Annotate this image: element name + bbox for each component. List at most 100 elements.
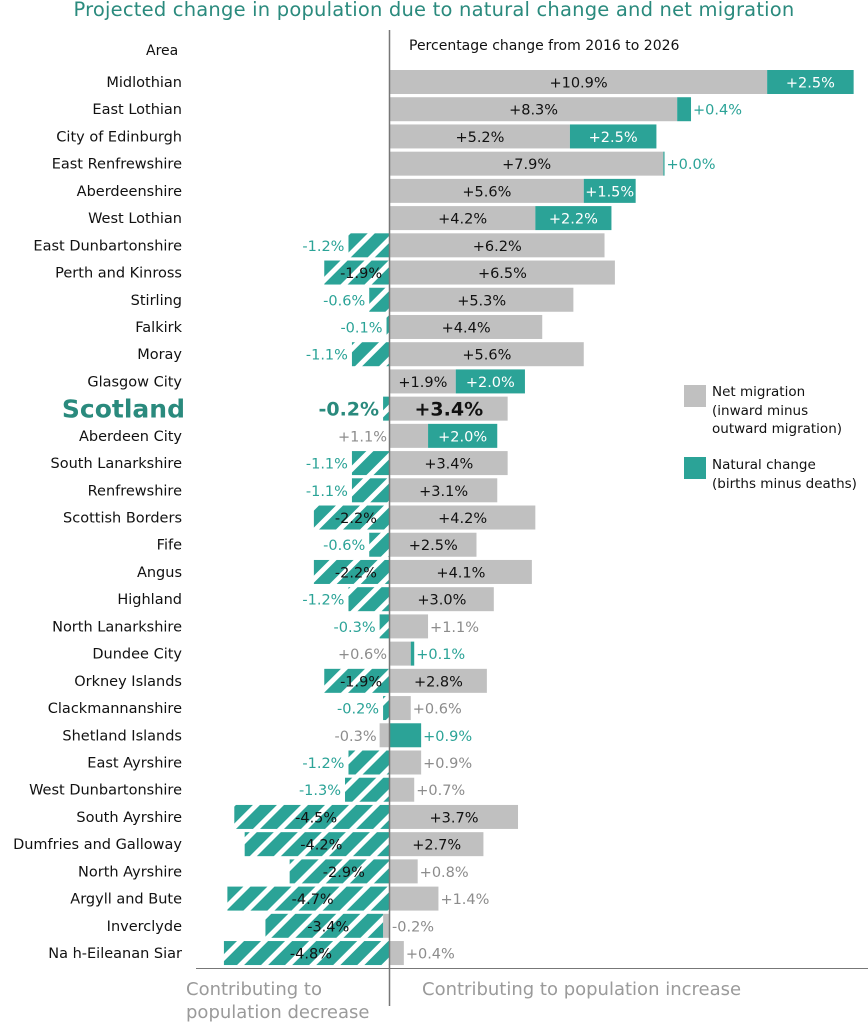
migration-bar bbox=[390, 233, 605, 258]
natural-change-bar bbox=[428, 423, 498, 448]
natural-change-bar bbox=[234, 804, 390, 829]
legend-natural: Natural change (births minus deaths) bbox=[712, 456, 857, 493]
natural-change-label: -1.1% bbox=[306, 484, 348, 500]
migration-label: +3.0% bbox=[417, 593, 466, 609]
migration-label: +0.9% bbox=[423, 756, 472, 772]
migration-bar bbox=[390, 396, 508, 421]
migration-bar bbox=[390, 314, 543, 339]
migration-label: +8.3% bbox=[509, 103, 558, 119]
area-label: East Renfrewshire bbox=[52, 157, 182, 173]
natural-change-label: +0.1% bbox=[416, 647, 465, 663]
natural-change-bar bbox=[348, 750, 390, 775]
migration-bar bbox=[390, 287, 574, 312]
area-label: Na h-Eileanan Siar bbox=[48, 946, 182, 962]
natural-change-bar bbox=[410, 641, 415, 666]
natural-change-bar bbox=[383, 696, 390, 721]
natural-change-label: +0.0% bbox=[667, 157, 716, 173]
natural-change-label: -4.8% bbox=[290, 947, 332, 963]
migration-bar bbox=[390, 206, 536, 231]
migration-label: +7.9% bbox=[502, 157, 551, 173]
natural-change-label: -0.2% bbox=[318, 399, 379, 421]
migration-bar bbox=[390, 668, 487, 693]
natural-change-label: -4.5% bbox=[295, 810, 337, 826]
natural-change-bar bbox=[535, 206, 612, 231]
migration-bar bbox=[390, 832, 484, 857]
area-label: Fife bbox=[157, 538, 182, 554]
area-label: Midlothian bbox=[106, 75, 182, 91]
area-label: Argyll and Bute bbox=[70, 892, 182, 908]
area-label: Aberdeen City bbox=[79, 429, 182, 445]
natural-change-label: +2.5% bbox=[786, 76, 835, 92]
migration-label: -0.2% bbox=[392, 919, 434, 935]
legend-swatch-migration bbox=[684, 385, 706, 407]
bottom-label-increase: Contributing to population increase bbox=[422, 979, 742, 1000]
legend-label: Natural change bbox=[712, 457, 816, 473]
area-label: Stirling bbox=[131, 293, 182, 309]
migration-label: +0.7% bbox=[416, 783, 465, 799]
migration-label: +1.4% bbox=[440, 892, 489, 908]
migration-bar bbox=[390, 260, 615, 285]
legend-label: (births minus deaths) bbox=[712, 475, 857, 492]
area-label: Orkney Islands bbox=[74, 674, 182, 690]
migration-bar bbox=[383, 913, 390, 938]
natural-change-bar bbox=[244, 832, 390, 857]
natural-change-bar bbox=[677, 97, 692, 122]
natural-change-bar bbox=[265, 913, 384, 938]
natural-change-label: -4.2% bbox=[300, 838, 342, 854]
natural-change-label: -1.2% bbox=[302, 593, 344, 609]
migration-label: +6.5% bbox=[478, 266, 527, 282]
migration-bar bbox=[390, 941, 404, 966]
natural-change-label: -1.2% bbox=[302, 756, 344, 772]
natural-change-bar bbox=[345, 777, 390, 802]
migration-label: +1.1% bbox=[338, 429, 387, 445]
area-label: Renfrewshire bbox=[88, 483, 182, 499]
migration-bar bbox=[390, 124, 570, 149]
natural-change-label: +0.4% bbox=[693, 103, 742, 119]
migration-label: +5.2% bbox=[455, 130, 504, 146]
migration-label: +1.9% bbox=[398, 375, 447, 391]
migration-bar bbox=[390, 505, 536, 530]
natural-change-bar bbox=[767, 70, 854, 94]
natural-change-label: -4.7% bbox=[292, 892, 334, 908]
natural-change-label: -1.9% bbox=[340, 266, 382, 282]
area-label: Glasgow City bbox=[87, 374, 182, 390]
migration-bar bbox=[390, 97, 678, 122]
migration-bar bbox=[390, 532, 477, 557]
bottom-label-line: Contributing to bbox=[186, 979, 322, 1000]
natural-change-label: +2.2% bbox=[549, 212, 598, 228]
migration-label: -0.3% bbox=[335, 729, 377, 745]
natural-change-label: -2.2% bbox=[335, 565, 377, 581]
legend-label: (inward minus bbox=[712, 402, 809, 419]
legend-migration: Net migration (inward minus outward migr… bbox=[712, 383, 842, 439]
migration-label: +4.4% bbox=[442, 320, 491, 336]
migration-label: +4.1% bbox=[436, 565, 485, 581]
natural-change-bar bbox=[351, 478, 390, 503]
natural-change-bar bbox=[369, 287, 390, 312]
migration-bar bbox=[390, 70, 768, 94]
migration-bar bbox=[390, 151, 664, 176]
area-label: Clackmannanshire bbox=[48, 701, 182, 717]
natural-change-bar bbox=[348, 587, 390, 612]
natural-change-label: +2.5% bbox=[589, 130, 638, 146]
natural-change-label: -0.6% bbox=[323, 538, 365, 554]
natural-change-label: -0.6% bbox=[323, 293, 365, 309]
area-label: East Lothian bbox=[92, 102, 182, 118]
area-label: North Lanarkshire bbox=[52, 619, 182, 635]
natural-change-bar bbox=[390, 723, 422, 748]
natural-change-label: -1.3% bbox=[299, 783, 341, 799]
migration-label: +6.2% bbox=[473, 239, 522, 255]
area-label: City of Edinburgh bbox=[56, 129, 182, 145]
migration-bar bbox=[390, 451, 508, 476]
natural-change-bar bbox=[348, 233, 390, 258]
natural-change-bar bbox=[386, 314, 390, 339]
area-label: Inverclyde bbox=[107, 919, 182, 935]
natural-change-bar bbox=[379, 614, 390, 639]
migration-label: +2.7% bbox=[412, 838, 461, 854]
migration-label: +3.7% bbox=[430, 810, 479, 826]
migration-label: +2.8% bbox=[414, 674, 463, 690]
value-header: Percentage change from 2016 to 2026 bbox=[409, 38, 680, 54]
migration-label: +0.8% bbox=[420, 865, 469, 881]
natural-change-bar bbox=[324, 668, 390, 693]
natural-change-bar bbox=[569, 124, 657, 149]
